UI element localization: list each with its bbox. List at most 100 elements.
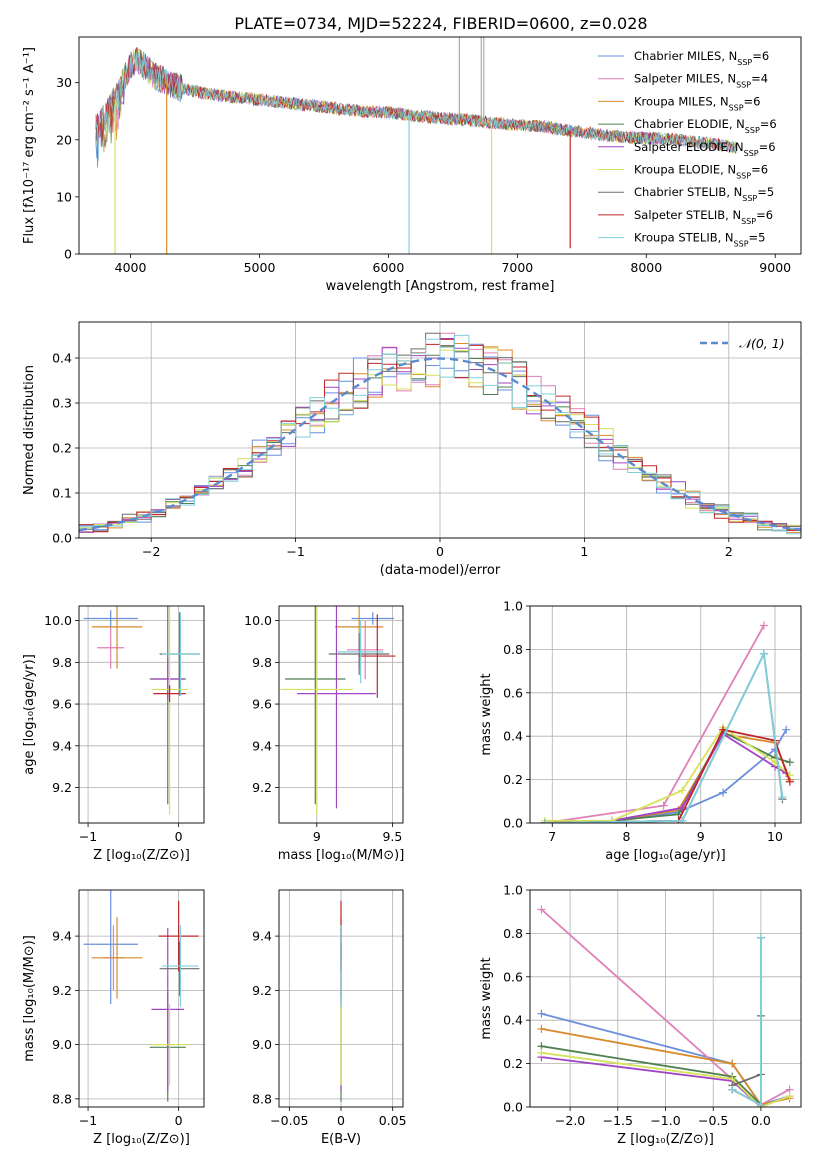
y-tick-label: 0.0 <box>503 816 523 831</box>
weight-marker <box>785 1092 794 1101</box>
weight-series-kroupa-elodie <box>541 1051 790 1107</box>
histogram-steps <box>79 332 801 535</box>
x-tick-label: 7 <box>548 829 556 844</box>
x-tick-label: 10 <box>767 829 783 844</box>
y-tick-label: 9.2 <box>52 983 72 998</box>
y-tick-label: 0.2 <box>503 1056 523 1071</box>
y-tick-label: 0.0 <box>52 531 72 546</box>
weight-marker <box>759 621 768 630</box>
x-axis-label: (data-model)/error <box>380 563 501 578</box>
axes-frame <box>529 605 802 824</box>
x-tick-label: 6000 <box>373 260 405 275</box>
y-tick-label: 0.4 <box>52 351 72 366</box>
x-tick-label: 9 <box>697 829 705 844</box>
weight-series-salpeter-stelib <box>544 728 791 823</box>
weight-series-kroupa-elodie <box>544 726 791 822</box>
x-tick-label: 0 <box>337 1113 345 1128</box>
weight-series-chabrier-miles <box>544 729 787 823</box>
y-tick-label: 0 <box>64 247 72 262</box>
y-tick-label: 9.6 <box>52 697 72 712</box>
x-tick-label: 1 <box>580 544 588 559</box>
weight-series-chabrier-stelib <box>731 937 762 1087</box>
x-axis-label: wavelength [Angstrom, rest frame] <box>326 279 555 294</box>
weight-marker <box>782 725 791 734</box>
x-tick-label: 9 <box>313 829 321 844</box>
x-tick-label: −1.5 <box>603 1113 633 1128</box>
weight-series-salpeter-elodie <box>544 732 787 823</box>
x-tick-label: 7000 <box>501 260 533 275</box>
y-tick-label: 0.8 <box>503 926 523 941</box>
axes-frame <box>78 605 205 824</box>
legend-label: Salpeter MILES, NSSP=4 <box>634 72 768 90</box>
y-tick-label: 9.4 <box>52 929 72 944</box>
panel-age-vs-Z: −1 0 9.2 9.4 9.6 9.8 10.0 Z [log₁₀(Z/Z⊙)] age [l… <box>22 605 205 863</box>
y-tick-label: 9.0 <box>52 1037 72 1052</box>
y-tick-label: 20 <box>56 132 72 147</box>
weight-marker <box>678 816 687 823</box>
y-tick-label: 0.4 <box>503 729 523 744</box>
legend-label: 𝒩(0, 1) <box>739 336 785 351</box>
weight-marker <box>756 1100 765 1107</box>
y-axis-label: Flux [fλ10⁻¹⁷ erg cm⁻² s⁻¹ A⁻¹] <box>22 47 37 244</box>
y-tick-label: 0.2 <box>52 441 72 456</box>
weight-marker <box>728 1059 737 1068</box>
legend-label: Chabrier MILES, NSSP=6 <box>634 49 769 67</box>
x-tick-label: −1.0 <box>650 1113 680 1128</box>
y-tick-label: 0.4 <box>503 1013 523 1028</box>
x-tick-label: 0.05 <box>379 1113 407 1128</box>
errorbars <box>83 606 200 815</box>
x-axis-label: Z [log₁₀(Z/Z⊙)] <box>617 1132 714 1147</box>
y-tick-label: 10.0 <box>44 613 72 628</box>
y-tick-label: 9.2 <box>52 780 72 795</box>
y-tick-label: 8.8 <box>252 1091 272 1106</box>
x-tick-label: 4000 <box>115 260 147 275</box>
y-tick-label: 1.0 <box>503 883 523 898</box>
legend-label: Chabrier STELIB, NSSP=5 <box>634 185 774 203</box>
errorbars <box>280 606 396 815</box>
weight-marker <box>756 933 765 942</box>
axes-frame <box>529 889 802 1108</box>
x-axis-label: Z [log₁₀(Z/Z⊙)] <box>93 1132 190 1147</box>
figure-title: PLATE=0734, MJD=52224, FIBERID=0600, z=0… <box>234 14 647 33</box>
y-tick-label: 0.6 <box>503 969 523 984</box>
x-tick-label: −0.5 <box>698 1113 728 1128</box>
y-axis-label: mass weight <box>479 673 494 755</box>
legend-label: Kroupa STELIB, NSSP=5 <box>634 231 765 249</box>
x-tick-label: 0 <box>175 829 183 844</box>
x-tick-label: −1 <box>79 829 97 844</box>
axes-frame <box>78 36 802 255</box>
spectrum-legend: Chabrier MILES, NSSP=6 Salpeter MILES, NS… <box>598 49 777 248</box>
y-tick-label: 9.4 <box>252 929 272 944</box>
y-axis-label: mass weight <box>479 957 494 1039</box>
weight-lines <box>537 905 794 1107</box>
weight-marker <box>537 1048 546 1057</box>
y-tick-label: 0.6 <box>503 685 523 700</box>
y-tick-label: 0.1 <box>52 486 72 501</box>
weight-marker <box>659 801 668 810</box>
weight-marker <box>537 905 546 914</box>
panel-mass-vs-Z: −1 0 8.8 9.0 9.2 9.4 Z [log₁₀(Z/Z⊙)] mass [log₁… <box>22 889 205 1147</box>
weight-marker <box>785 777 794 786</box>
weight-series-kroupa-stelib <box>544 650 784 823</box>
panel-mass-vs-EBV: −0.05 0 0.05 8.8 9.0 9.2 9.4 E(B-V) <box>252 889 407 1147</box>
y-tick-label: 9.8 <box>252 655 272 670</box>
y-tick-label: 10 <box>56 189 72 204</box>
panel-spectrum: 4000 5000 6000 7000 8000 9000 0 10 20 30 wavelengt… <box>22 36 802 294</box>
axes-frame <box>278 889 404 1108</box>
weight-marker <box>719 788 728 797</box>
legend-label: Salpeter STELIB, NSSP=6 <box>634 208 773 226</box>
x-tick-label: −0.05 <box>270 1113 308 1128</box>
y-tick-label: 9.2 <box>252 780 272 795</box>
y-tick-label: 0.2 <box>503 772 523 787</box>
x-tick-label: 0.0 <box>751 1113 771 1128</box>
x-tick-label: 5000 <box>244 260 276 275</box>
y-tick-label: 9.8 <box>52 655 72 670</box>
weight-marker <box>728 1085 737 1094</box>
y-tick-label: 30 <box>56 75 72 90</box>
legend-label: Chabrier ELODIE, NSSP=6 <box>634 117 777 135</box>
x-tick-label: 8 <box>623 829 631 844</box>
y-axis-label: Normed distribution <box>22 365 37 495</box>
y-tick-label: 9.2 <box>252 983 272 998</box>
x-tick-label: 0 <box>436 544 444 559</box>
